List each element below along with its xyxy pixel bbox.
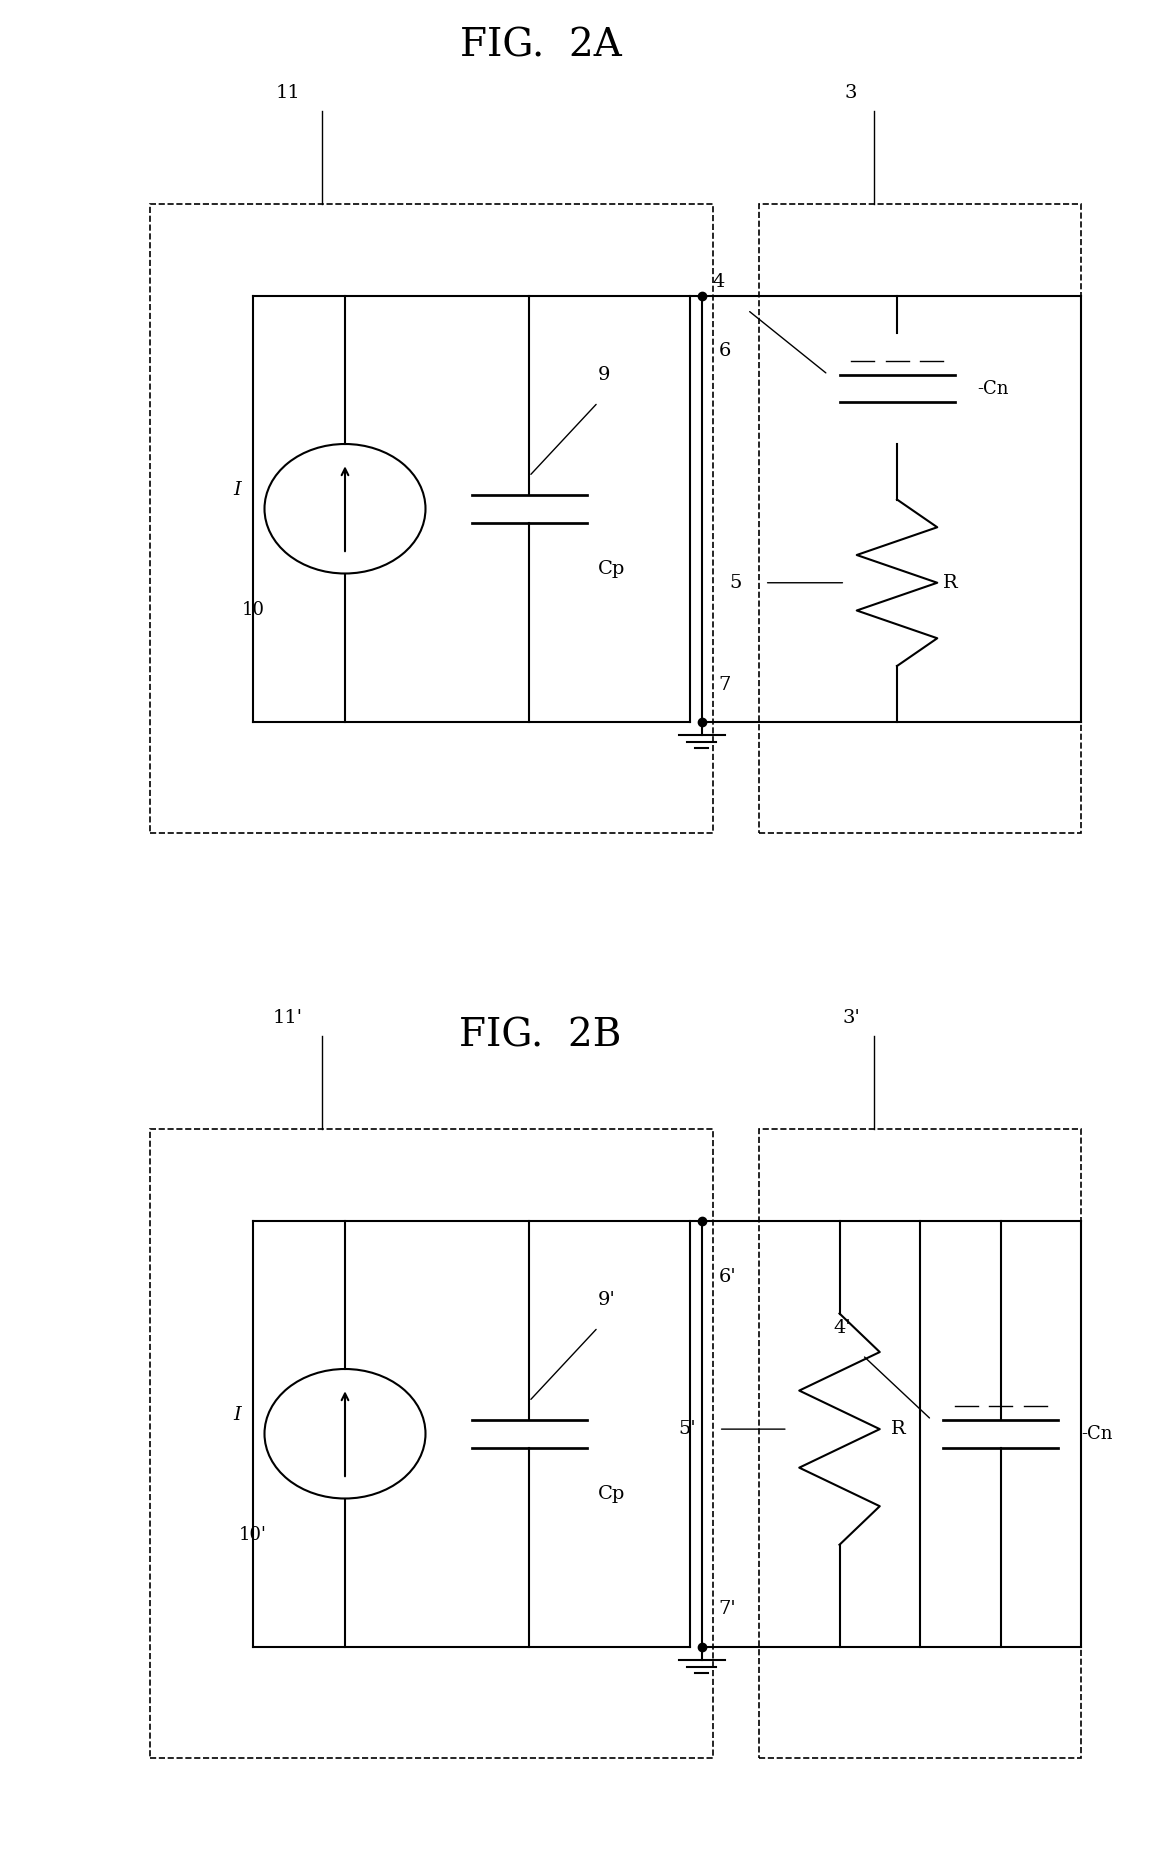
Text: -Cn: -Cn — [1081, 1424, 1112, 1443]
Bar — [150, 204, 713, 832]
Text: 3': 3' — [842, 1008, 860, 1027]
Bar — [759, 204, 1081, 832]
Text: 4': 4' — [834, 1319, 851, 1336]
Bar — [150, 1128, 713, 1758]
Text: -Cn: -Cn — [978, 379, 1009, 398]
Text: 9': 9' — [598, 1291, 615, 1310]
Text: 11: 11 — [275, 83, 300, 102]
Text: 11': 11' — [273, 1008, 302, 1027]
Text: 5: 5 — [729, 574, 742, 592]
Text: 10: 10 — [242, 601, 264, 620]
Text: 6: 6 — [719, 342, 731, 361]
Text: 3: 3 — [845, 83, 857, 102]
Text: FIG.  2A: FIG. 2A — [460, 28, 621, 65]
Text: 6': 6' — [719, 1267, 736, 1286]
Text: I: I — [233, 1406, 242, 1424]
Text: Cp: Cp — [598, 1484, 626, 1502]
Text: 7': 7' — [719, 1600, 736, 1619]
Bar — [759, 1128, 1081, 1758]
Text: 5': 5' — [678, 1421, 696, 1437]
Text: Cp: Cp — [598, 559, 626, 577]
Text: R: R — [891, 1421, 906, 1437]
Text: 7: 7 — [719, 675, 731, 694]
Text: R: R — [943, 574, 958, 592]
Text: FIG.  2B: FIG. 2B — [459, 1018, 622, 1054]
Text: I: I — [233, 481, 242, 500]
Text: 9: 9 — [598, 366, 611, 385]
Text: 10': 10' — [239, 1526, 267, 1545]
Text: 4: 4 — [712, 274, 724, 290]
